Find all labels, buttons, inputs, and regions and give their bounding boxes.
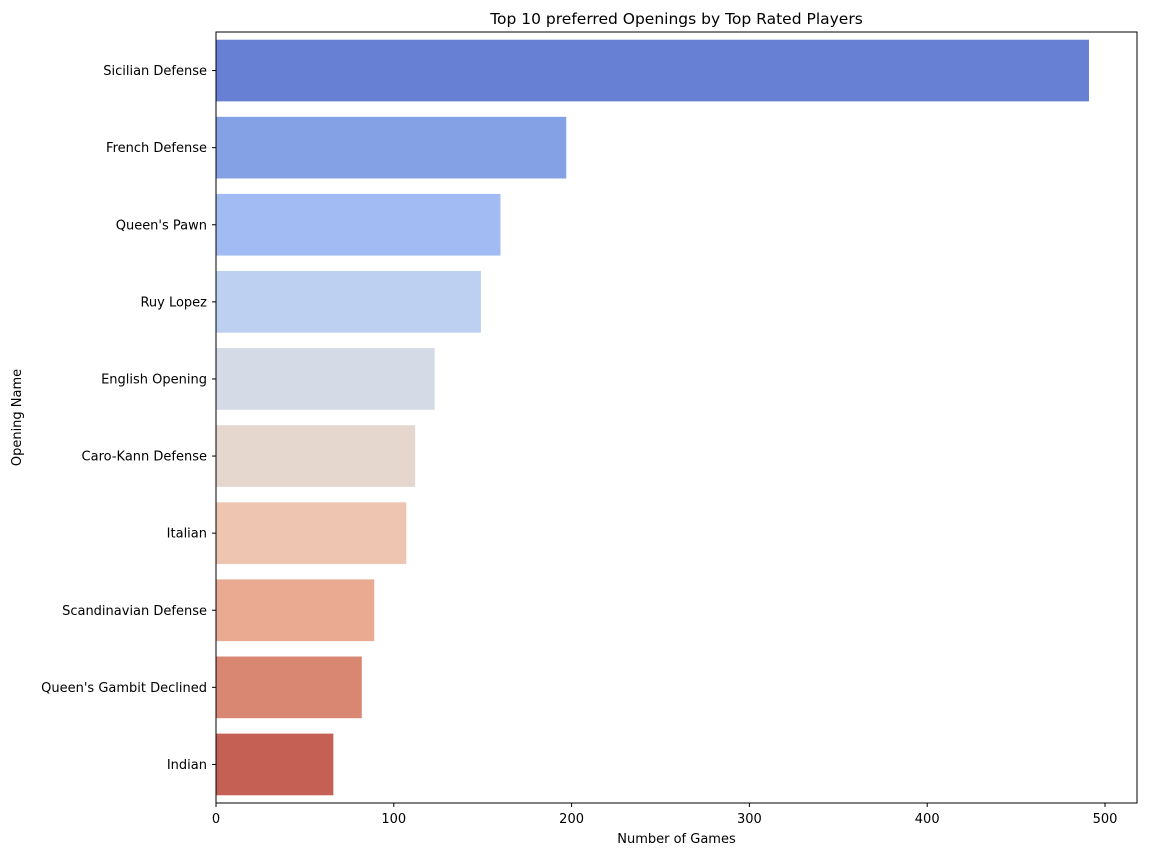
chart-title: Top 10 preferred Openings by Top Rated P… <box>489 10 863 28</box>
x-tick-label: 100 <box>381 812 406 827</box>
bar-indian <box>216 733 334 796</box>
y-tick-label: Indian <box>167 758 207 773</box>
bar-queen-s-pawn <box>216 193 501 256</box>
x-tick-label: 300 <box>737 812 762 827</box>
y-tick-label: Italian <box>167 527 207 542</box>
y-tick-label: Queen's Gambit Declined <box>41 681 207 696</box>
y-axis-label: Opening Name <box>10 369 25 466</box>
x-tick-group: 0 100 200 300 400 500 <box>212 803 1118 827</box>
x-tick-label: 0 <box>212 812 220 827</box>
plot-frame <box>215 31 1138 804</box>
bar-italian <box>216 502 407 564</box>
bar-french-defense <box>216 116 567 179</box>
y-tick-label: Ruy Lopez <box>140 295 207 310</box>
y-tick-label: Sicilian Defense <box>103 64 207 79</box>
bar-ruy-lopez <box>216 271 481 333</box>
bar-sicilian-defense <box>216 39 1089 102</box>
y-tick-label: Caro-Kann Defense <box>82 450 207 465</box>
bar-english-opening <box>216 348 435 410</box>
bar-queen-s-gambit-declined <box>216 656 362 719</box>
y-tick-group: Sicilian Defense French Defense Queen's Pa… <box>41 64 216 773</box>
x-tick-label: 200 <box>559 812 584 827</box>
bar-scandinavian-defense <box>216 579 375 642</box>
x-axis-label: Number of Games <box>617 832 736 847</box>
x-tick-label: 400 <box>915 812 940 827</box>
y-tick-label: Queen's Pawn <box>116 218 207 233</box>
y-tick-label: English Opening <box>101 373 207 388</box>
bar-caro-kann-defense <box>216 425 416 487</box>
y-tick-label: French Defense <box>106 141 207 156</box>
bars-group <box>216 39 1089 796</box>
y-tick-label: Scandinavian Defense <box>62 604 207 619</box>
x-tick-label: 500 <box>1093 812 1118 827</box>
